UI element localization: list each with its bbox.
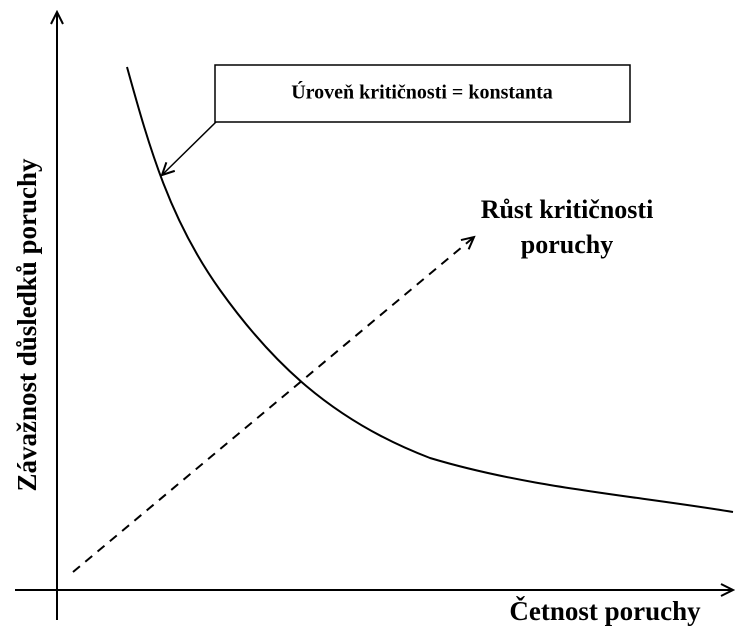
trend-arrow xyxy=(72,237,474,573)
callout-text: Úroveň kritičnosti = konstanta xyxy=(291,80,553,104)
iso-criticality-curve xyxy=(126,66,734,513)
callout-box xyxy=(214,64,631,123)
callout-pointer xyxy=(162,121,217,175)
trend-label: Růst kritičnosti xyxy=(481,195,654,224)
x-axis-label: Četnost poruchy xyxy=(509,596,701,626)
y-axis-label: Závažnost důsledků poruchy xyxy=(12,158,42,492)
trend-label: poruchy xyxy=(521,230,613,259)
